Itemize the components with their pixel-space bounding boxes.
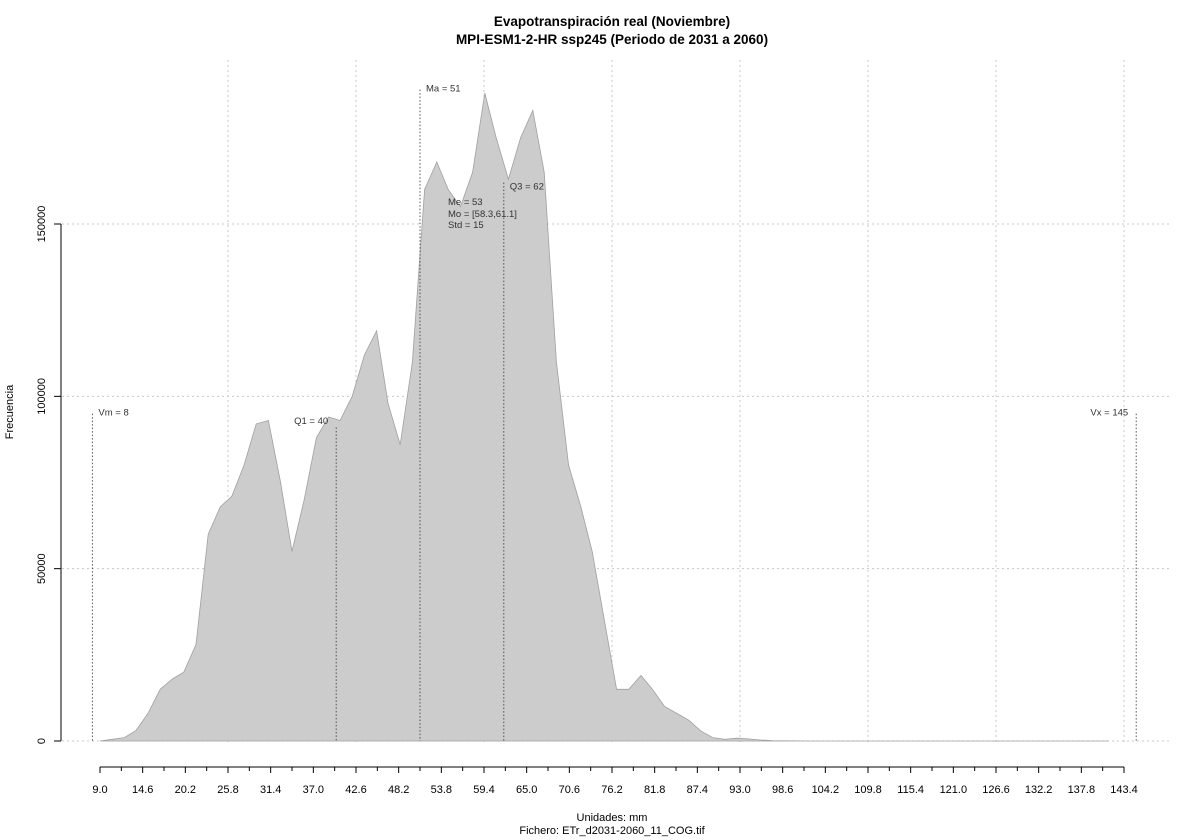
x-tick-label-21: 126.6: [982, 784, 1010, 796]
marker-label-3: Q3 = 62: [510, 182, 544, 193]
x-tick-label-16: 98.6: [772, 784, 793, 796]
x-tick-label-9: 59.4: [473, 784, 494, 796]
x-tick-label-11: 70.6: [559, 784, 580, 796]
x-tick-label-8: 53.8: [431, 784, 452, 796]
x-tick-label-22: 132.2: [1025, 784, 1053, 796]
file-caption: Fichero: ETr_d2031-2060_11_COG.tif: [519, 825, 705, 837]
marker-label-2: Ma = 51: [426, 84, 461, 95]
x-tick-label-4: 31.4: [260, 784, 281, 796]
y-tick-label-0: 0: [36, 738, 48, 744]
x-tick-label-3: 25.8: [217, 784, 238, 796]
marker-label-0: Vm = 8: [98, 408, 128, 419]
axes: 0 50000 100000 150000 9.0 14.6 20.2 25.8 31.4 37.…: [36, 206, 1138, 796]
std-label: Std = 15: [448, 220, 484, 231]
density-area: [99, 92, 1109, 742]
x-tick-label-1: 14.6: [132, 784, 153, 796]
x-tick-label-2: 20.2: [175, 784, 196, 796]
x-tick-label-6: 42.6: [345, 784, 366, 796]
x-tick-label-7: 48.2: [388, 784, 409, 796]
x-tick-label-5: 37.0: [303, 784, 324, 796]
x-tick-label-15: 93.0: [729, 784, 750, 796]
x-tick-label-12: 76.2: [601, 784, 622, 796]
x-tick-label-20: 121.0: [940, 784, 968, 796]
x-tick-label-23: 137.8: [1068, 784, 1096, 796]
y-axis-label: Frecuencia: [4, 384, 16, 439]
marker-label-4: Vx = 145: [1090, 408, 1128, 419]
x-tick-label-17: 104.2: [812, 784, 840, 796]
median-label: Me = 53: [448, 197, 483, 208]
x-tick-label-14: 87.4: [687, 784, 708, 796]
x-tick-label-24: 143.4: [1110, 784, 1138, 796]
x-tick-label-19: 115.4: [897, 784, 924, 796]
x-tick-label-13: 81.8: [644, 784, 665, 796]
x-tick-label-0: 9.0: [92, 784, 107, 796]
chart-subtitle: MPI-ESM1-2-HR ssp245 (Periodo de 2031 a …: [456, 32, 768, 47]
chart-title: Evapotranspiración real (Noviembre): [494, 14, 730, 29]
x-tick-label-10: 65.0: [516, 784, 537, 796]
y-tick-label-2: 100000: [36, 378, 48, 415]
density-series: [99, 92, 1109, 742]
x-axis-label: Unidades: mm: [577, 812, 648, 824]
x-tick-label-18: 109.8: [854, 784, 882, 796]
y-tick-label-3: 150000: [36, 206, 48, 243]
stat-markers: Vm = 8 Q1 = 40 Ma = 51 Q3 = 62 Vx = 145: [91, 84, 1137, 741]
marker-label-1: Q1 = 40: [294, 416, 328, 427]
y-tick-label-1: 50000: [36, 553, 48, 584]
mode-label: Mo = [58.3,61.1]: [448, 209, 517, 220]
